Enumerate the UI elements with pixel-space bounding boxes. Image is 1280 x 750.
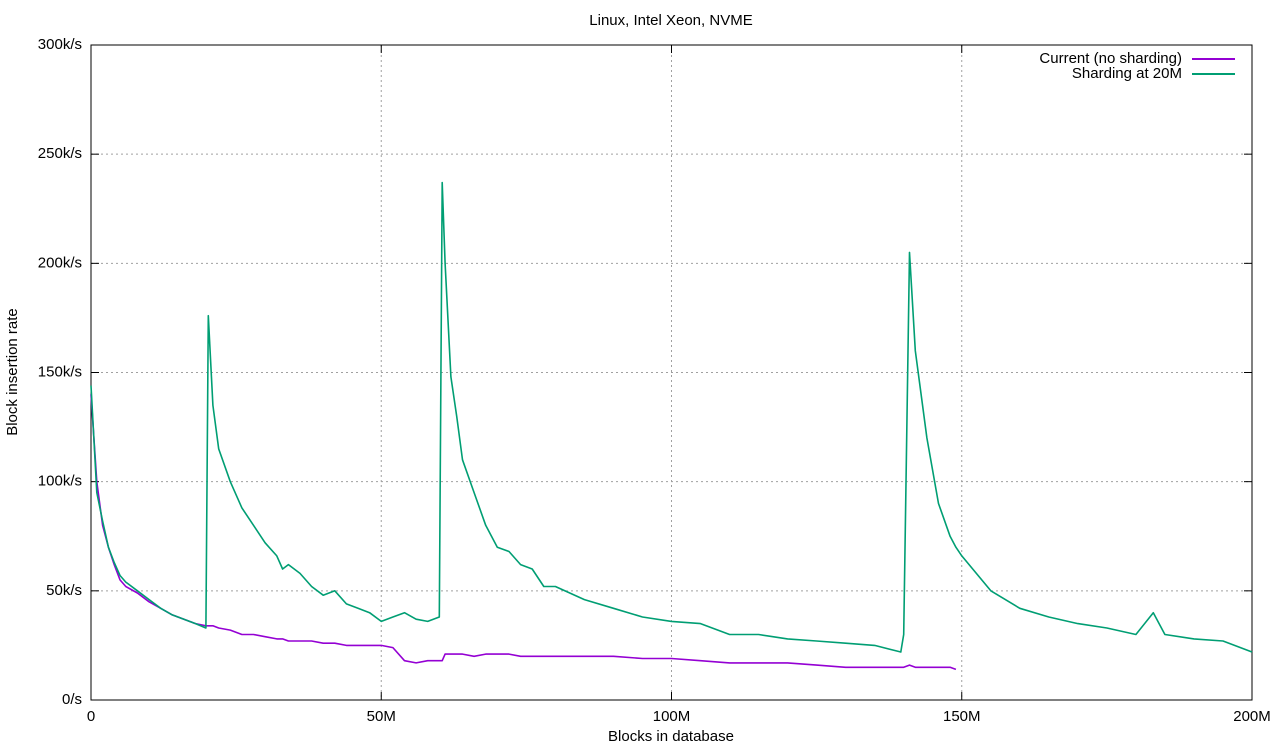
chart-title: Linux, Intel Xeon, NVME: [589, 12, 752, 29]
x-tick-label: 200M: [1233, 708, 1271, 725]
x-tick-label: 150M: [943, 708, 981, 725]
series-line: [90, 394, 957, 671]
y-tick-label: 250k/s: [38, 145, 82, 162]
x-tick-label: 0: [87, 708, 95, 725]
y-axis-label: Block insertion rate: [4, 308, 21, 436]
y-tick-label: 200k/s: [38, 254, 82, 271]
series-line: [90, 181, 1253, 653]
x-tick-label: 50M: [367, 708, 396, 725]
legend-label: Current (no sharding): [1039, 50, 1182, 67]
y-tick-label: 150k/s: [38, 363, 82, 380]
x-axis-label: Blocks in database: [608, 728, 734, 745]
y-tick-label: 50k/s: [46, 582, 82, 599]
x-tick-label: 100M: [653, 708, 691, 725]
plot-border: [90, 44, 1253, 701]
y-tick-label: 100k/s: [38, 473, 82, 490]
legend-label: Sharding at 20M: [1072, 65, 1182, 82]
y-tick-label: 0/s: [62, 691, 82, 708]
y-tick-label: 300k/s: [38, 36, 82, 53]
